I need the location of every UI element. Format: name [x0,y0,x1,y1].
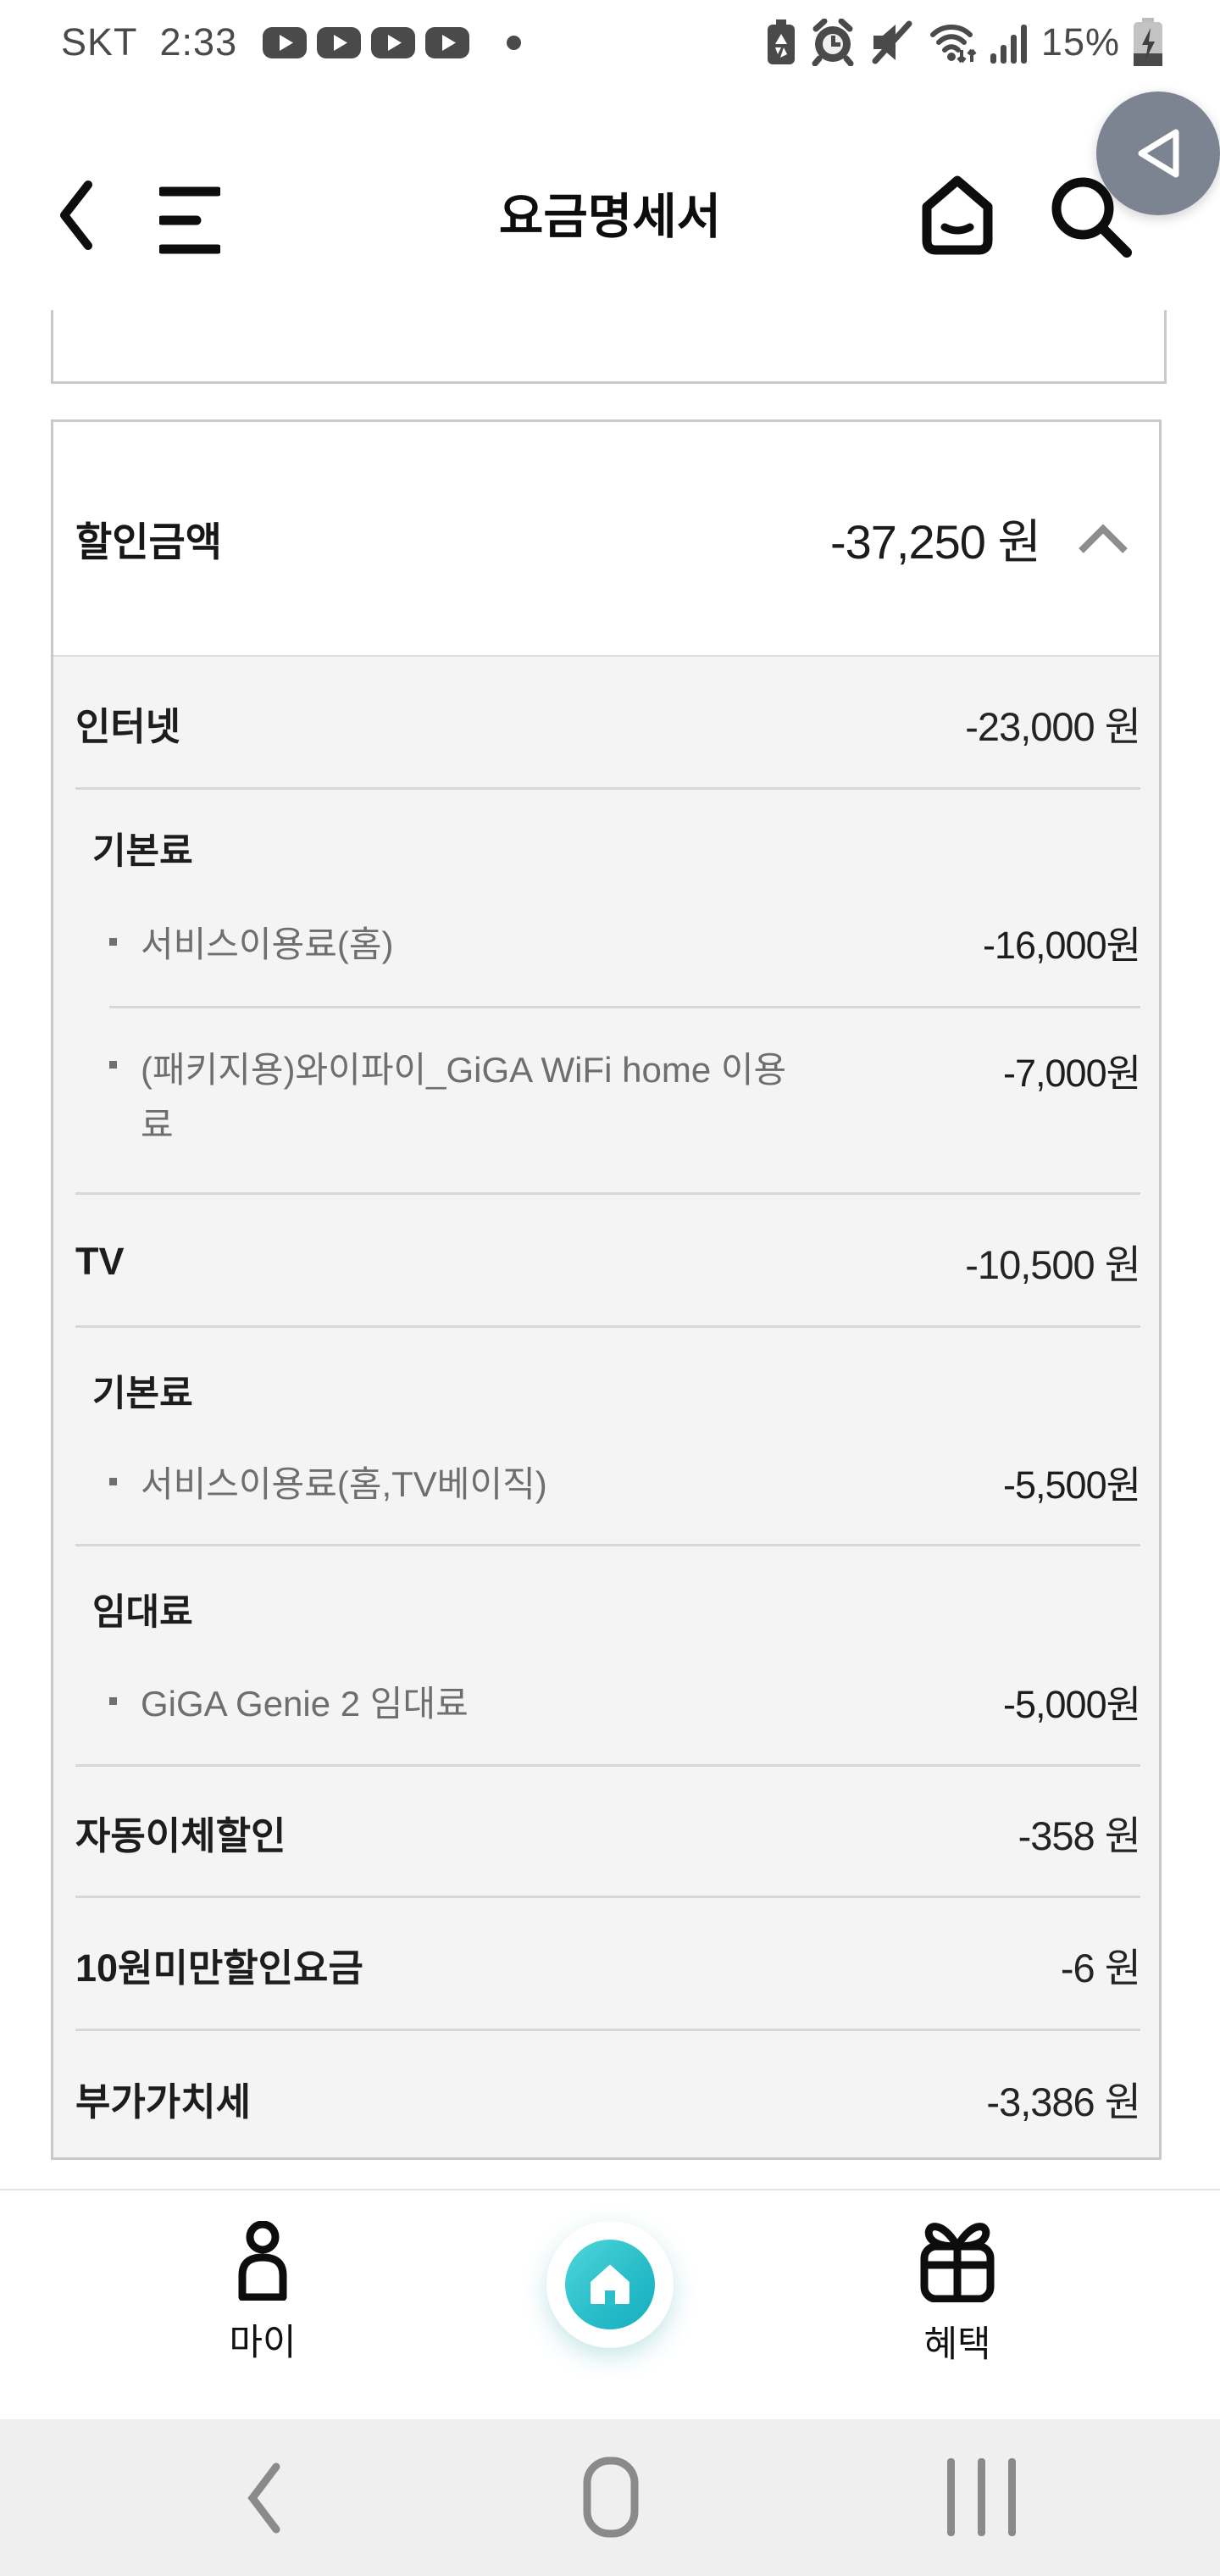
bullet-icon [109,937,117,946]
discount-card: 할인금액 -37,250 원 인터넷 -23,000 원 기본료 서비스이용료(… [51,419,1162,2160]
battery-percent: 15% [1040,20,1120,64]
divider [109,1006,1140,1008]
nav-item-benefit[interactable]: 혜택 [898,2214,1017,2368]
status-time: 2:33 [159,20,238,64]
assistant-back-overlay-icon[interactable] [1096,92,1220,215]
nav-item-my[interactable]: 마이 [203,2220,322,2366]
discount-detail-list: 인터넷 -23,000 원 기본료 서비스이용료(홈) -16,000원 (패키… [53,657,1159,2165]
battery-charging-icon [1134,18,1162,66]
status-bar: SKT 2:33 [0,0,1220,85]
divider [75,1764,1140,1767]
home-icon [565,2240,655,2329]
list-item: 서비스이용료(홈) -16,000원 [53,874,1159,1008]
nav-home-button[interactable] [546,2221,674,2348]
page-title: 요금명세서 [498,190,722,244]
discount-summary-row[interactable]: 할인금액 -37,250 원 [53,422,1159,657]
bullet-icon [109,1061,117,1069]
youtube-icon [425,26,470,58]
group-header: 기본료 [92,1374,193,1414]
group-header: 임대료 [92,1592,193,1633]
youtube-icon [317,26,362,58]
discount-total-label: 할인금액 [75,519,222,564]
list-item: TV -10,500 원 [53,1195,1159,1328]
nav-label-benefit: 혜택 [923,2324,991,2365]
chevron-up-icon[interactable] [1076,522,1130,556]
android-nav-bar [0,2419,1220,2576]
discount-total-amount: -37,250 원 [829,515,1041,569]
youtube-icon [263,26,308,58]
nav-label-my: 마이 [229,2323,297,2363]
divider [75,1192,1140,1195]
battery-saver-icon [767,19,795,64]
divider [75,1544,1140,1546]
list-item: 부가가치세 -3,386 원 [75,2079,1141,2124]
youtube-icon [371,26,416,58]
notification-icons [263,26,470,58]
notification-dot [507,35,522,50]
alarm-icon [812,19,854,66]
gift-icon [920,2223,995,2303]
group-header: 기본료 [92,831,193,872]
home-icon[interactable] [915,173,1000,258]
mute-icon [872,20,912,64]
menu-icon[interactable] [159,185,220,256]
list-item: 자동이체할인 -358 원 [53,1767,1159,1898]
back-icon[interactable] [58,180,95,251]
carrier-label: SKT [61,20,138,64]
list-item: (패키지용)와이파이_GiGA WiFi home 이용료 -7,000원 [53,1008,1159,1195]
list-item: 서비스이용료(홈,TV베이직) -5,500원 [53,1417,1159,1546]
bottom-nav: 마이 혜택 [0,2189,1220,2421]
search-icon[interactable] [1045,171,1135,261]
android-home-icon[interactable] [583,2457,639,2538]
bullet-icon [109,1478,117,1485]
android-recents-icon[interactable] [947,2458,1016,2536]
wifi-icon [929,25,977,64]
list-item: 인터넷 -23,000 원 [53,657,1159,790]
list-item: 10원미만할인요금 -6 원 [53,1898,1159,2031]
divider [75,1896,1140,1898]
divider [75,2029,1140,2031]
list-item: GiGA Genie 2 임대료 -5,000원 [53,1635,1159,1767]
divider [75,1325,1140,1328]
person-icon [238,2220,287,2301]
divider [75,787,1140,790]
android-back-icon[interactable] [246,2462,283,2534]
previous-card-bottom [51,310,1167,384]
app-header: 요금명세서 [0,85,1220,312]
bullet-icon [109,1697,117,1705]
signal-icon [990,25,1027,64]
